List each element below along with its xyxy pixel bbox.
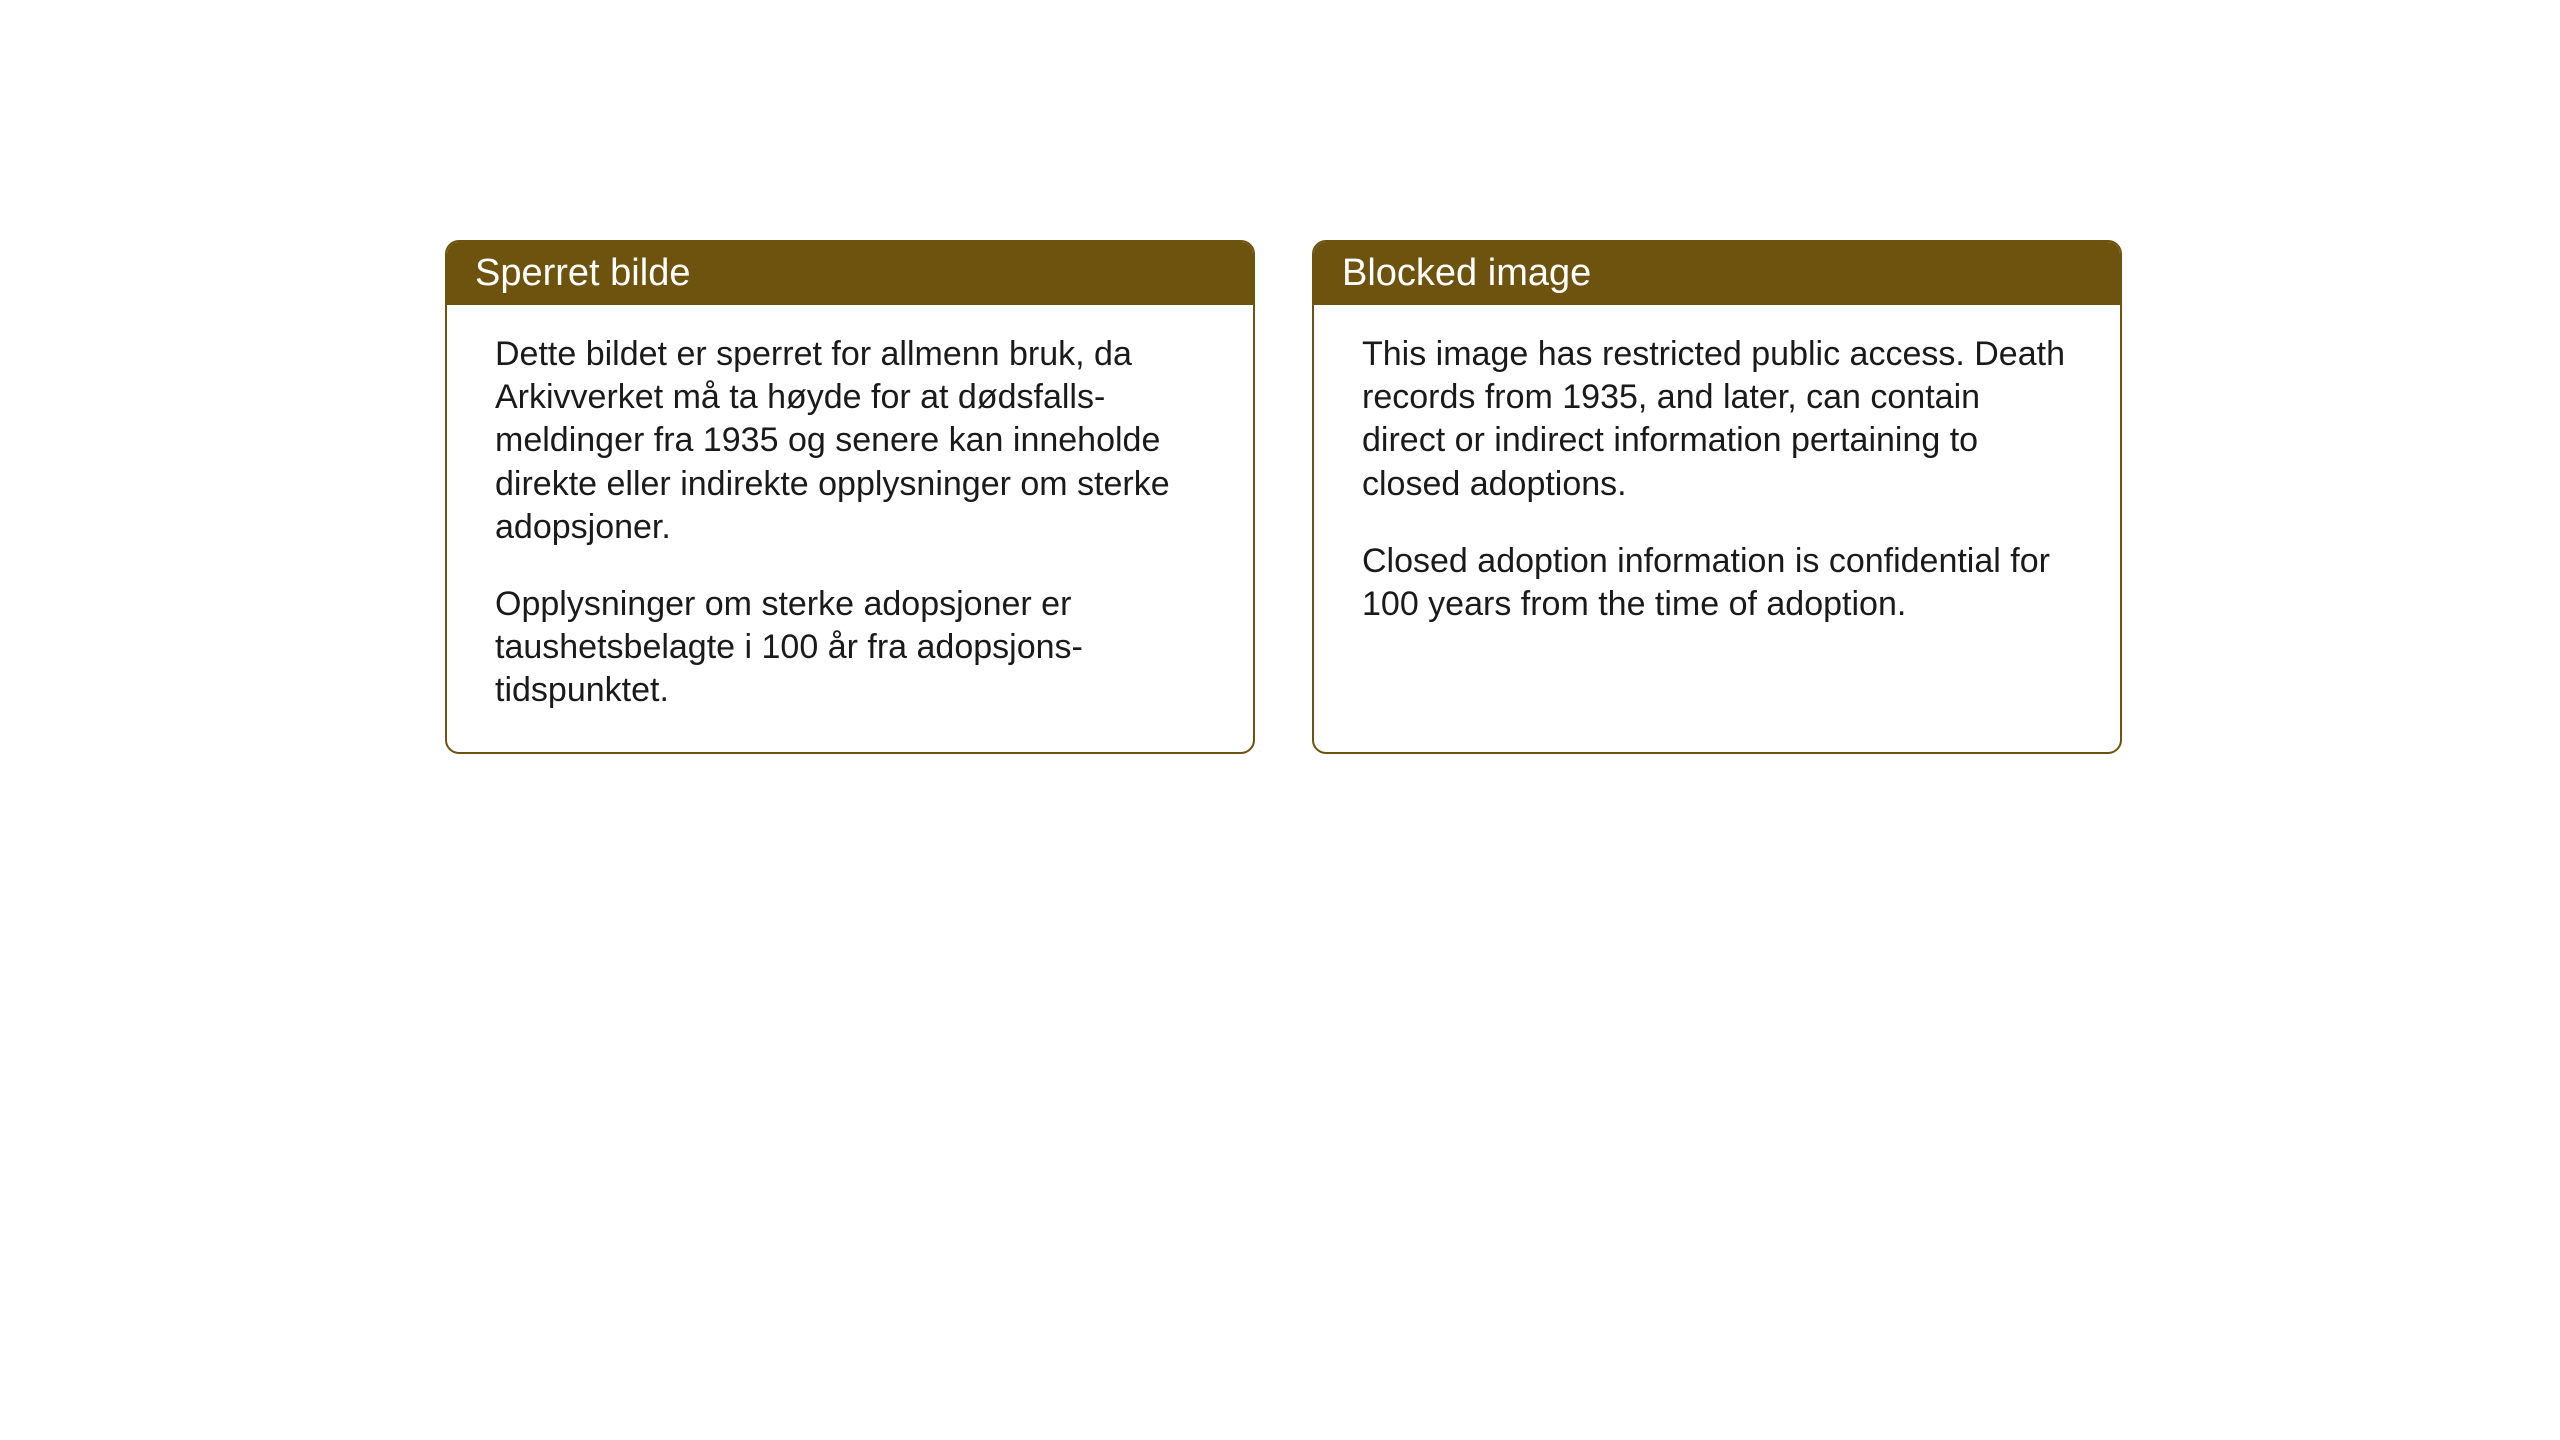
norwegian-paragraph-1: Dette bildet er sperret for allmenn bruk… [495,333,1205,549]
norwegian-paragraph-2: Opplysninger om sterke adopsjoner er tau… [495,583,1205,713]
norwegian-notice-card: Sperret bilde Dette bildet er sperret fo… [445,240,1255,754]
norwegian-card-title: Sperret bilde [447,242,1253,305]
norwegian-card-body: Dette bildet er sperret for allmenn bruk… [447,305,1253,752]
english-card-body: This image has restricted public access.… [1314,305,2120,666]
english-notice-card: Blocked image This image has restricted … [1312,240,2122,754]
english-paragraph-2: Closed adoption information is confident… [1362,540,2072,626]
english-paragraph-1: This image has restricted public access.… [1362,333,2072,506]
english-card-title: Blocked image [1314,242,2120,305]
notice-container: Sperret bilde Dette bildet er sperret fo… [445,240,2122,754]
